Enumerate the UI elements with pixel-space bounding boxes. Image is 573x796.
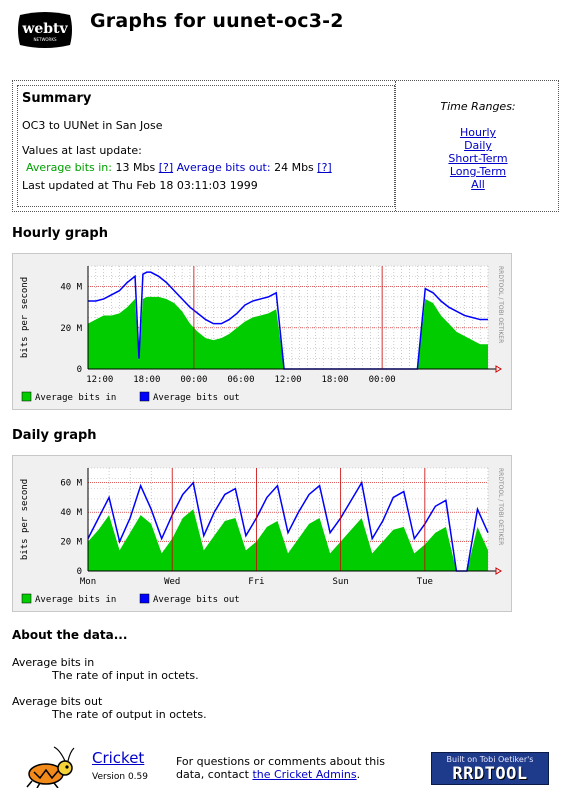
svg-text:webtv: webtv: [21, 21, 68, 37]
values-label: Values at last update:: [22, 144, 142, 157]
summary-panel: Summary OC3 to UUNet in San Jose Values …: [17, 85, 395, 207]
x-tick-label: Fri: [248, 577, 264, 587]
cricket-logo-icon: [26, 746, 75, 788]
rrdtool-badge-main: RRDTOOL: [452, 764, 528, 784]
y-tick-label: 20 M: [60, 538, 82, 548]
hourly-graph-canvas: 0 20 M 40 M 12:00 18:00 00:00 06:00 12:00 18:00 0…: [20, 265, 504, 403]
x-tick-label: 18:00: [322, 375, 349, 385]
x-tick-label: Sun: [332, 577, 348, 587]
last-updated: Last updated at Thu Feb 18 03:11:03 1999: [22, 179, 258, 192]
summary-heading: Summary: [22, 91, 92, 106]
contact-line1: For questions or comments about this: [176, 755, 385, 768]
y-tick-label: 0: [77, 365, 82, 375]
x-axis-arrow: [495, 567, 502, 575]
x-tick-label: 12:00: [274, 375, 301, 385]
x-tick-label: 00:00: [369, 375, 396, 385]
rrdtool-badge[interactable]: Built on Tobi Oetiker's RRDTOOL: [431, 752, 549, 785]
range-link-all[interactable]: All: [471, 178, 485, 191]
x-tick-label: Mon: [80, 577, 96, 587]
hourly-graph-title: Hourly graph: [12, 226, 108, 241]
cricket-admins-link[interactable]: the Cricket Admins: [252, 768, 357, 781]
cricket-version: Version 0.59: [92, 772, 148, 782]
x-tick-label: Tue: [417, 577, 433, 587]
y-tick-label: 40 M: [60, 283, 82, 293]
series-out-line: [87, 480, 489, 572]
x-axis-arrow: [495, 365, 502, 373]
about-title: About the data...: [12, 628, 128, 642]
range-link-daily[interactable]: Daily: [464, 139, 492, 152]
series-in-area: [88, 296, 488, 369]
legend-in-swatch: [21, 391, 32, 402]
daily-graph: 0 20 M 40 M 60 M Mon Wed Fri Sun Tue bits per sec…: [12, 455, 512, 612]
legend-in-label: Average bits in: [35, 595, 116, 605]
avg-out-value: 24 Mbs: [274, 161, 314, 174]
range-link-short-term[interactable]: Short-Term: [448, 152, 508, 165]
definition-avg-in: The rate of input in octets.: [52, 669, 199, 682]
x-tick-label: Wed: [164, 577, 180, 587]
y-tick-label: 60 M: [60, 479, 82, 489]
page-title: Graphs for uunet-oc3-2: [90, 10, 344, 32]
y-tick-label: 40 M: [60, 508, 82, 518]
rrdtool-side-text: RRDTOOL / TOBI OETIKER: [497, 266, 504, 343]
x-tick-label: 00:00: [180, 375, 207, 385]
rrdtool-badge-top: Built on Tobi Oetiker's: [446, 755, 534, 764]
avg-in-label: Average bits in:: [26, 161, 112, 174]
contact-prefix: data, contact: [176, 768, 249, 781]
svg-text:NETWORKS: NETWORKS: [33, 37, 56, 42]
avg-out-label: Average bits out:: [176, 161, 271, 174]
daily-graph-canvas: 0 20 M 40 M 60 M Mon Wed Fri Sun Tue bits per sec…: [20, 467, 504, 605]
term-avg-in: Average bits in: [12, 656, 95, 669]
summary-table: Summary OC3 to UUNet in San Jose Values …: [12, 80, 559, 212]
legend-out-label: Average bits out: [153, 393, 240, 403]
definition-avg-out: The rate of output in octets.: [52, 708, 207, 721]
summary-description: OC3 to UUNet in San Jose: [22, 119, 163, 132]
values-line: Average bits in: 13 Mbs [?] Average bits…: [26, 161, 332, 174]
legend-out-label: Average bits out: [153, 595, 240, 605]
avg-in-help-link[interactable]: [?]: [158, 161, 174, 174]
contact-text: For questions or comments about this dat…: [176, 755, 416, 781]
legend-out-swatch: [139, 391, 150, 402]
range-link-long-term[interactable]: Long-Term: [449, 165, 507, 178]
x-tick-label: 12:00: [86, 375, 113, 385]
time-ranges-title: Time Ranges:: [440, 100, 516, 113]
time-ranges-panel: Time Ranges: Hourly Daily Short-Term Lon…: [395, 81, 559, 211]
x-tick-label: 06:00: [227, 375, 254, 385]
range-link-hourly[interactable]: Hourly: [459, 126, 497, 139]
y-tick-label: 20 M: [60, 324, 82, 334]
hourly-graph: 0 20 M 40 M 12:00 18:00 00:00 06:00 12:00 18:00 0…: [12, 253, 512, 410]
rrdtool-side-text: RRDTOOL / TOBI OETIKER: [497, 468, 504, 545]
legend-in-label: Average bits in: [35, 393, 116, 403]
legend-in-swatch: [21, 593, 32, 604]
y-axis-label: bits per second: [20, 479, 30, 560]
series-in-area: [88, 509, 488, 571]
avg-in-value: 13 Mbs: [115, 161, 156, 174]
legend-out-swatch: [139, 593, 150, 604]
term-avg-out: Average bits out: [12, 695, 103, 708]
y-axis-label: bits per second: [20, 277, 30, 358]
avg-out-help-link[interactable]: [?]: [317, 161, 332, 174]
contact-suffix: .: [356, 768, 361, 781]
cricket-link[interactable]: Cricket: [92, 749, 145, 767]
webtv-logo: webtv NETWORKS: [18, 12, 72, 48]
x-tick-label: 18:00: [133, 375, 160, 385]
daily-graph-title: Daily graph: [12, 428, 97, 443]
y-tick-label: 0: [77, 567, 82, 577]
